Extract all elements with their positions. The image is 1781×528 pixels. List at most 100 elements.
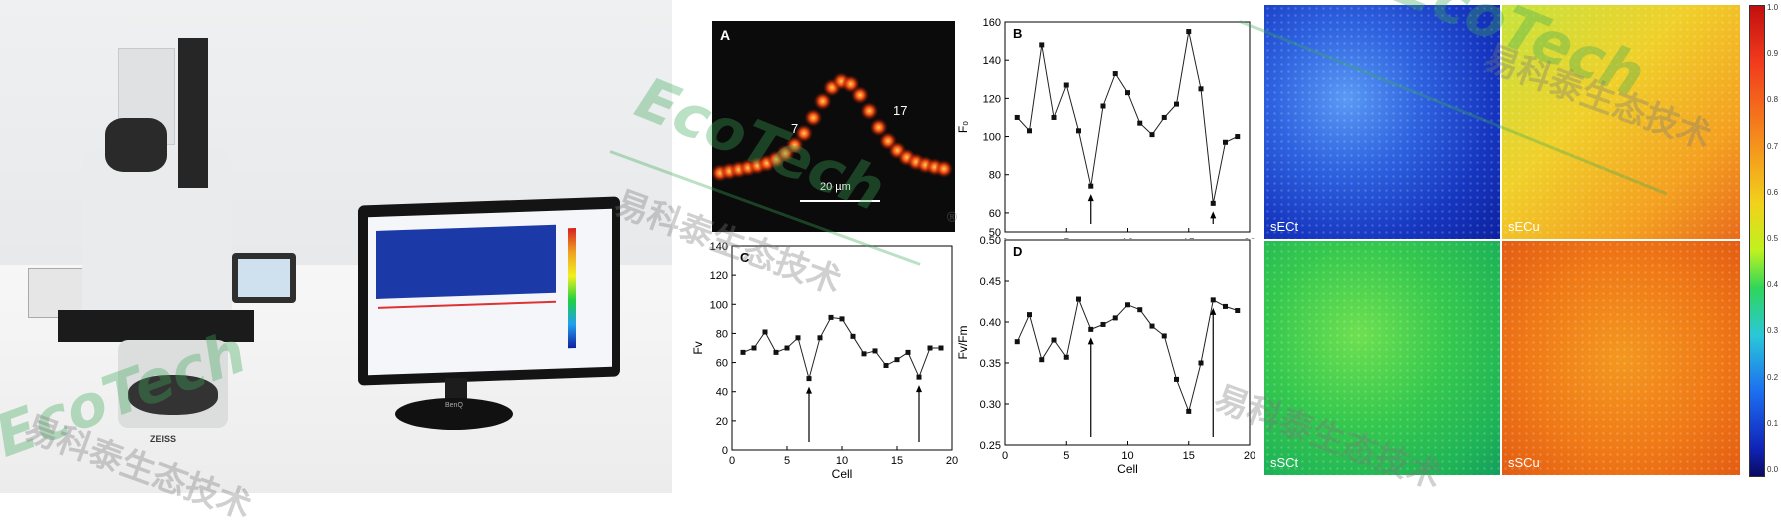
y-axis-label: Fv/Fm [956,326,970,360]
colorbar-tick-label: 0.5 [1767,234,1779,243]
data-point [861,351,867,357]
x-axis-label: Cell [832,467,853,481]
colorbar-tick-label: 0.0 [1767,465,1779,474]
x-tick-label: 15 [891,455,903,467]
y-tick-label: 60 [716,358,728,370]
data-point [1063,354,1069,360]
colorbar-tick-label: 0.9 [1767,49,1779,59]
data-point [839,316,845,322]
data-point [1235,134,1241,140]
x-tick-label: 10 [836,455,848,467]
data-point [1125,90,1130,96]
data-point [1149,323,1155,329]
data-point [894,357,900,363]
chart-c: 0 20 40 60 80 100 120 140 0 5 10 15 20 C Cell Fv [691,241,958,481]
x-tick-label: 0 [1002,450,1008,462]
heatmap-sECu: sECu [1502,5,1740,239]
data-point [1112,315,1118,321]
data-point [1186,29,1192,35]
cell [869,118,888,137]
arrow-head [1087,194,1094,202]
data-point [1210,200,1216,206]
y-tick-label: 40 [716,387,728,399]
x-tick-label: 5 [784,455,790,467]
data-point [762,329,768,335]
x-tick-label: 10 [1121,450,1133,462]
cell-label-17: 17 [893,103,908,118]
chart-b: 50 60 80 100 120 140 160 0 5 10 15 20 B F₀ [956,17,1255,239]
data-point [1051,337,1057,343]
colorbar-tick-label: 0.8 [1767,95,1779,105]
colorbar-tick-label: 0.4 [1767,280,1779,290]
data-point [905,349,911,355]
fluorescence-drawing [712,72,953,202]
series-line [1016,297,1238,414]
heatmap-label-sECu: sECu [1508,219,1540,234]
heatmap-texture [1502,5,1740,239]
data-point [1014,114,1020,120]
data-point [1198,360,1204,366]
data-point [938,345,944,351]
data-point [1100,321,1106,327]
microscope-brand-label: ZEISS [150,434,177,444]
scalebar-label: 20 µm [820,181,851,193]
microscope-eyepiece [105,118,167,172]
cell [813,92,832,111]
screen-fluorescence-image [376,224,556,299]
x-tick-label: 15 [1183,237,1195,239]
monitor-screen [368,208,612,376]
data-point [1137,120,1143,126]
colorbar-tick-label: 0.1 [1767,418,1779,428]
y-tick-label: 0 [722,445,728,457]
series-line [1016,31,1239,204]
data-point [1027,312,1032,318]
cell [804,108,823,127]
heatmap-texture [1502,241,1740,475]
data-point [1149,132,1155,138]
data-point [872,348,878,354]
data-point [1125,302,1130,308]
x-tick-label: 5 [1063,237,1069,239]
data-point [1174,101,1179,107]
data-point [1161,333,1167,339]
data-point [1161,114,1167,120]
watermark-registered: ® [945,210,959,226]
cell [851,86,869,105]
data-point [1174,376,1179,382]
instrument-photo: ZEISS BenQ [0,0,672,493]
y-tick-label: 0.50 [980,235,1001,247]
y-axis-label: F₀ [956,121,970,133]
data-point [1235,308,1241,314]
y-tick-label: 160 [983,17,1001,29]
arrow-head [1087,337,1094,345]
panel-letter: C [740,250,750,265]
data-point [1100,103,1106,109]
panel-letter: B [1013,26,1022,41]
data-point [1076,128,1081,134]
data-point [1223,139,1228,145]
data-point [773,349,779,355]
y-axis-label: Fv [691,341,705,354]
y-tick-label: 140 [983,55,1001,67]
data-point [1223,303,1228,309]
screen-profile-line [378,300,556,309]
heatmap-texture [1264,241,1500,475]
x-tick-label: 20 [946,455,958,467]
panel-letter: D [1013,244,1022,259]
y-tick-label: 100 [983,132,1001,144]
y-tick-label: 120 [710,270,728,282]
data-point [1198,86,1204,92]
x-axis-label: Cell [1117,462,1138,476]
y-tick-label: 0.25 [980,440,1001,452]
data-point [1088,183,1094,189]
colorbar-tick-label: 0.3 [1767,326,1779,336]
fluorescence-image-panel: A 7 17 20 µm [712,21,955,232]
heatmap-label-sSCt: sSCt [1270,455,1299,470]
data-point [1112,71,1118,77]
x-tick-label: 0 [1002,237,1008,239]
data-point [1137,307,1143,313]
y-tick-label: 50 [989,227,1001,239]
arrow-head [1210,211,1217,219]
data-point [927,345,933,351]
data-point [795,335,801,341]
